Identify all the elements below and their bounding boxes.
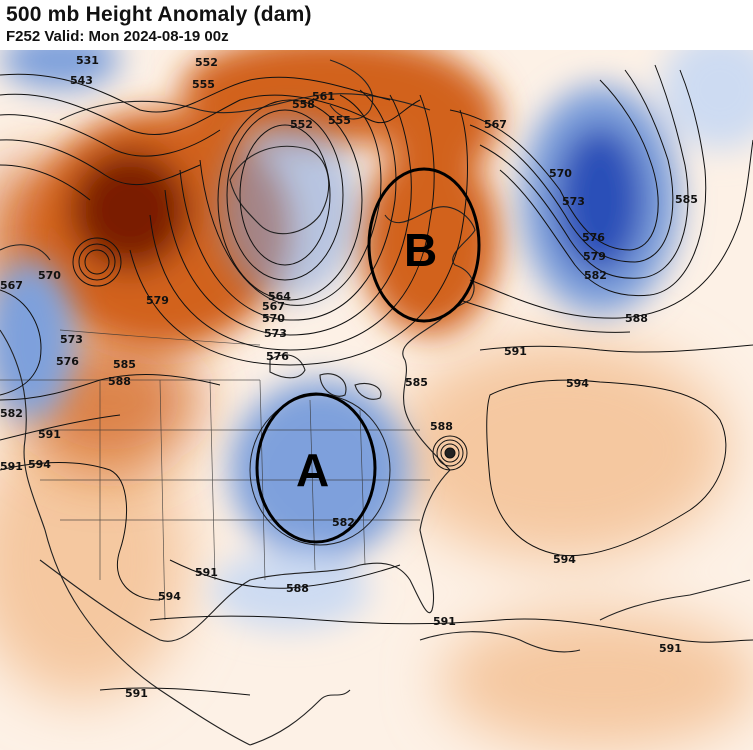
contour-labels: 531 543 552 555 561 558 552 555 567 570 … — [0, 54, 698, 700]
chart-subtitle: F252 Valid: Mon 2024-08-19 00z — [6, 28, 229, 45]
contour-label: 588 — [430, 420, 453, 433]
contour-label: 531 — [76, 54, 99, 67]
contour-label: 591 — [38, 428, 61, 441]
contour-label: 555 — [192, 78, 215, 91]
contour-label: 543 — [70, 74, 93, 87]
contour-label: 579 — [146, 294, 169, 307]
contour-label: 591 — [504, 345, 527, 358]
contour-label: 594 — [158, 590, 181, 603]
contour-label: 573 — [562, 195, 585, 208]
annotation-a-label: A — [296, 444, 329, 496]
contour-label: 591 — [433, 615, 456, 628]
contour-label: 570 — [38, 269, 61, 282]
contour-label: 570 — [549, 167, 572, 180]
annotation-b: B — [367, 167, 481, 323]
contour-label: 585 — [675, 193, 698, 206]
annotation-a-ellipse — [255, 392, 377, 544]
annotation-b-label: B — [404, 224, 437, 276]
contour-label: 579 — [583, 250, 606, 263]
contour-label: 585 — [113, 358, 136, 371]
contour-label: 552 — [195, 56, 218, 69]
contour-label: 591 — [659, 642, 682, 655]
chart-header: 500 mb Height Anomaly (dam) F252 Valid: … — [0, 0, 753, 50]
annotation-a: A — [255, 392, 377, 544]
height-contours — [0, 64, 753, 696]
contour-label: 567 — [262, 300, 285, 313]
contour-label: 594 — [566, 377, 589, 390]
contour-label: 567 — [484, 118, 507, 131]
contour-label: 558 — [292, 98, 315, 111]
contour-label: 567 — [0, 279, 23, 292]
contour-label: 555 — [328, 114, 351, 127]
anomaly-shading — [0, 50, 753, 750]
contour-label: 564 — [268, 290, 291, 303]
contour-label: 591 — [195, 566, 218, 579]
contour-label: 552 — [290, 118, 313, 131]
contour-label: 561 — [312, 90, 335, 103]
contour-label: 582 — [332, 516, 355, 529]
positive-anomaly-atlantic — [0, 340, 753, 750]
contour-label: 576 — [266, 350, 289, 363]
annotation-b-ellipse — [367, 167, 481, 323]
height-anomaly-map: 531 543 552 555 561 558 552 555 567 570 … — [0, 50, 753, 750]
contour-label: 582 — [584, 269, 607, 282]
contour-label: 588 — [108, 375, 131, 388]
chart-title: 500 mb Height Anomaly (dam) — [6, 3, 312, 26]
contour-label: 573 — [264, 327, 287, 340]
contour-label: 585 — [405, 376, 428, 389]
contour-label: 582 — [0, 407, 23, 420]
contour-label: 591 — [0, 460, 23, 473]
negative-anomaly-areas — [0, 50, 753, 630]
state-borders — [0, 329, 430, 621]
contour-label: 576 — [582, 231, 605, 244]
contour-label: 594 — [553, 553, 576, 566]
contour-label: 588 — [286, 582, 309, 595]
contour-label: 588 — [625, 312, 648, 325]
contour-label: 573 — [60, 333, 83, 346]
contour-label: 594 — [28, 458, 51, 471]
contour-label: 570 — [262, 312, 285, 325]
contour-label: 591 — [125, 687, 148, 700]
contour-label: 576 — [56, 355, 79, 368]
positive-anomaly-canada — [30, 50, 500, 350]
